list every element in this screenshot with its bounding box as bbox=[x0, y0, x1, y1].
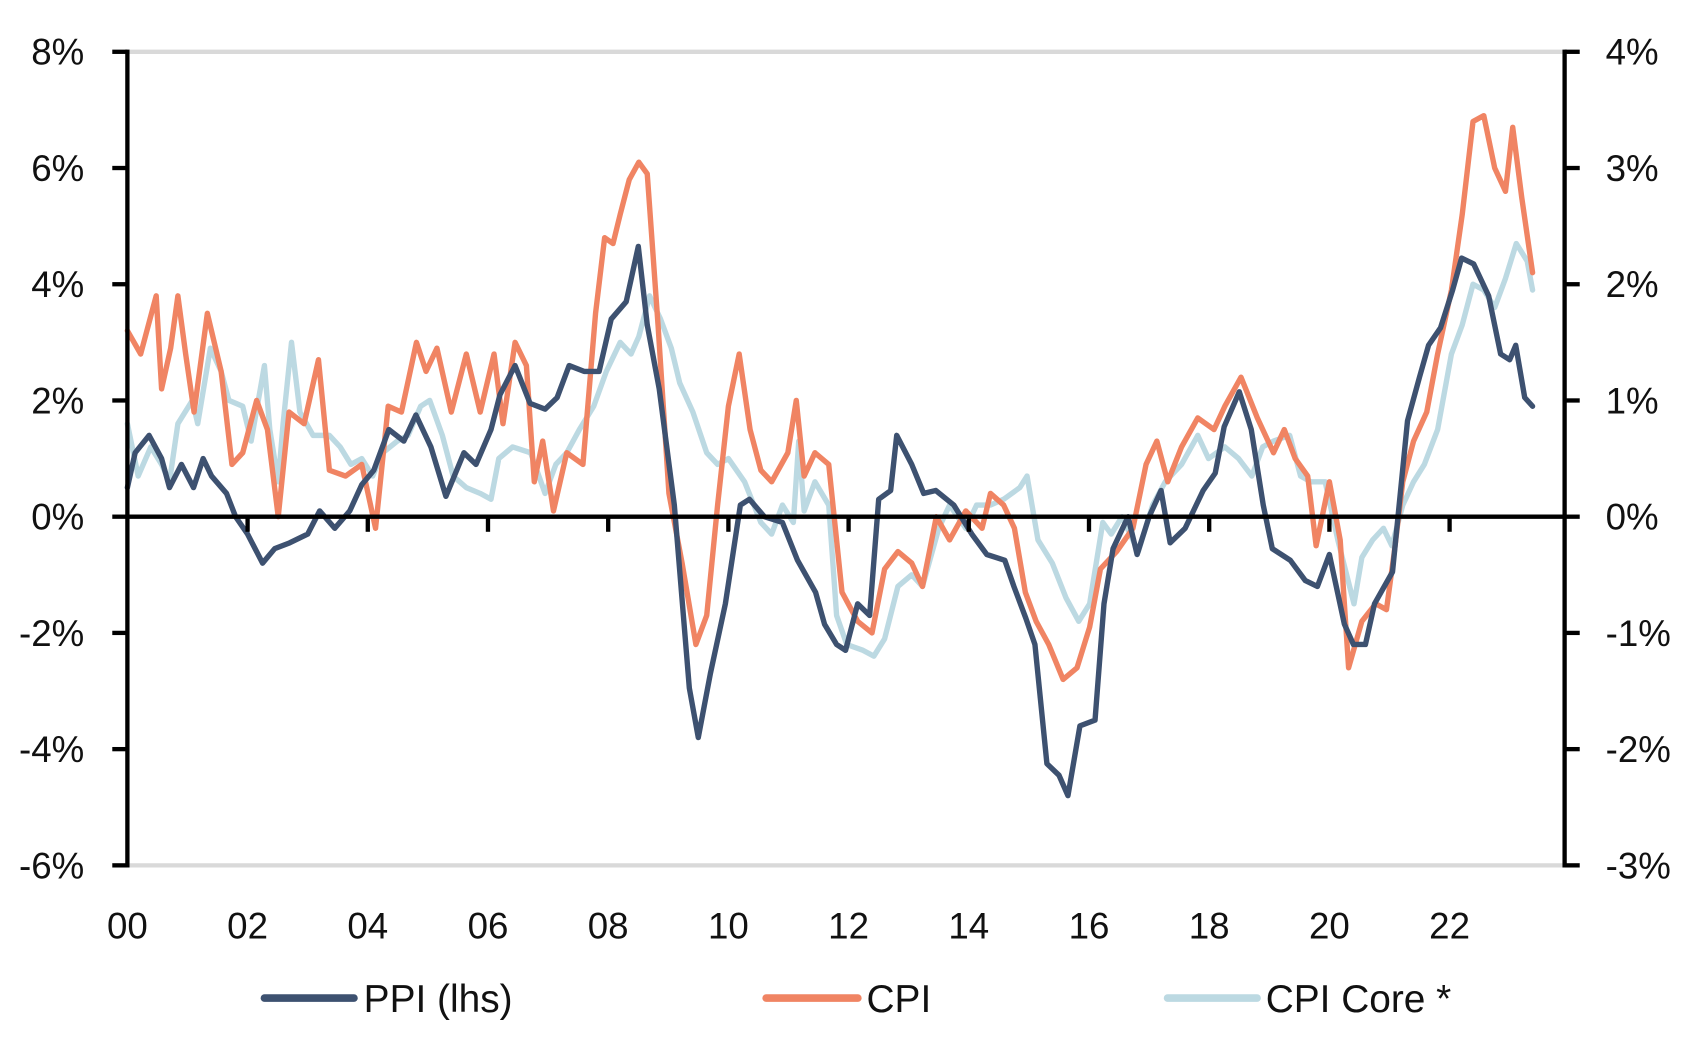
legend-label: PPI (lhs) bbox=[364, 978, 513, 1021]
x-tick-label: 16 bbox=[1069, 906, 1110, 947]
legend-label: CPI bbox=[867, 978, 932, 1021]
x-tick-label: 06 bbox=[468, 906, 509, 947]
y-left-tick-label: -6% bbox=[19, 845, 84, 886]
y-left-tick-label: 0% bbox=[31, 497, 84, 538]
y-right-tick-label: 4% bbox=[1606, 32, 1659, 73]
legend: PPI (lhs) CPI CPI Core * bbox=[260, 978, 1452, 1021]
axes-overlay bbox=[112, 49, 1580, 868]
x-tick-label: 04 bbox=[347, 906, 388, 947]
x-tick-label: 14 bbox=[948, 906, 989, 947]
series-line-cpi bbox=[124, 112, 1536, 683]
x-tick-label: 08 bbox=[588, 906, 629, 947]
tick-labels: 8% 6% 4% 2% 0% -2% -4% -6% 4% 3% 2% 1% 0% -1% -2% -3% 00… bbox=[19, 32, 1671, 947]
y-left-tick-label: 8% bbox=[31, 32, 84, 73]
y-right-tick-label: 3% bbox=[1606, 148, 1659, 189]
series-line-ppi-lhs bbox=[124, 243, 1536, 799]
x-tick-label: 10 bbox=[708, 906, 749, 947]
x-tick-label: 12 bbox=[828, 906, 869, 947]
x-tick-label: 00 bbox=[107, 906, 148, 947]
y-right-tick-label: -3% bbox=[1606, 845, 1671, 886]
series-line-cpi-core bbox=[124, 240, 1536, 659]
y-left-tick-label: 2% bbox=[31, 380, 84, 421]
y-left-tick-label: -2% bbox=[19, 613, 84, 654]
x-tick-label: 20 bbox=[1309, 906, 1350, 947]
y-right-tick-label: -2% bbox=[1606, 729, 1671, 770]
axes bbox=[127, 49, 1565, 868]
y-right-tick-label: 0% bbox=[1606, 497, 1659, 538]
y-left-tick-label: 4% bbox=[31, 264, 84, 305]
legend-label: CPI Core * bbox=[1266, 978, 1452, 1021]
y-right-tick-label: 1% bbox=[1606, 380, 1659, 421]
y-left-tick-label: 6% bbox=[31, 148, 84, 189]
x-tick-label: 18 bbox=[1189, 906, 1230, 947]
y-left-tick-label: -4% bbox=[19, 729, 84, 770]
y-right-tick-label: -1% bbox=[1606, 613, 1671, 654]
x-tick-label: 02 bbox=[227, 906, 268, 947]
legend-item: CPI bbox=[762, 978, 932, 1021]
legend-item: PPI (lhs) bbox=[260, 978, 513, 1021]
series-lines bbox=[124, 112, 1536, 799]
y-right-tick-label: 2% bbox=[1606, 264, 1659, 305]
x-tick-label: 22 bbox=[1429, 906, 1470, 947]
legend-item: CPI Core * bbox=[1163, 978, 1452, 1021]
